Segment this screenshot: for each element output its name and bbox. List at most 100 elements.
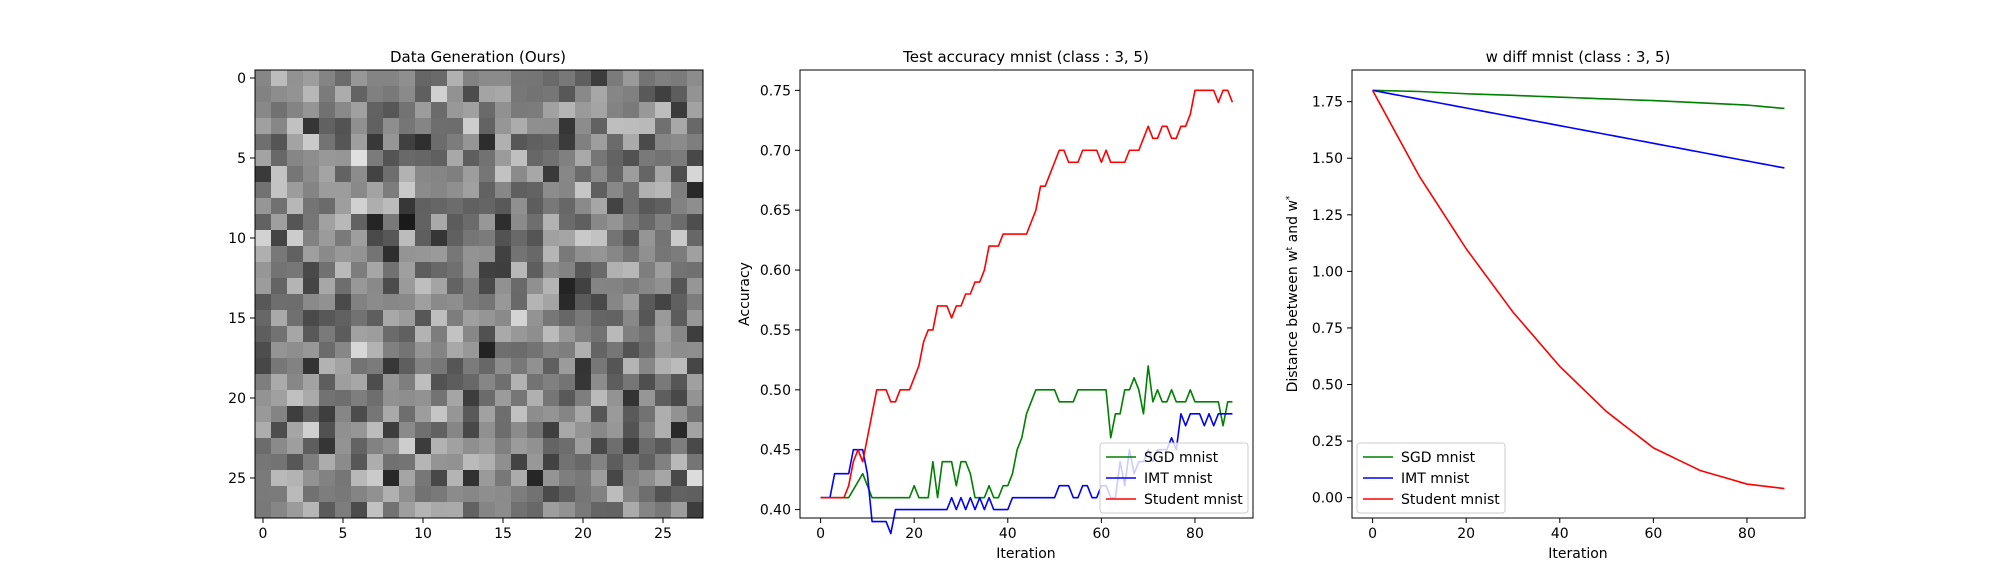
heatmap-cell [479, 454, 496, 471]
heatmap-cell [303, 262, 320, 279]
heatmap-cell [687, 342, 704, 359]
heatmap-cell [671, 326, 688, 343]
heatmap-cell [687, 166, 704, 183]
heatmap-cell [383, 198, 400, 215]
heatmap-cell [495, 150, 512, 167]
heatmap-cell [495, 486, 512, 503]
wdiff-title: w diff mnist (class : 3, 5) [1486, 48, 1671, 66]
heatmap-cell [511, 454, 528, 471]
heatmap-cell [319, 230, 336, 247]
heatmap-cell [495, 358, 512, 375]
heatmap-cell [319, 246, 336, 263]
heatmap-cell [431, 182, 448, 199]
heatmap-cell [495, 294, 512, 311]
heatmap-cell [335, 310, 352, 327]
heatmap-cell [271, 422, 288, 439]
heatmap-cell [463, 278, 480, 295]
heatmap-cell [671, 342, 688, 359]
heatmap-cell [351, 390, 368, 407]
heatmap-cell [639, 198, 656, 215]
heatmap-cell [623, 438, 640, 455]
heatmap-cell [303, 454, 320, 471]
heatmap-cell [639, 166, 656, 183]
heatmap-cell [591, 470, 608, 487]
heatmap-cell [255, 390, 272, 407]
heatmap-cell [447, 358, 464, 375]
heatmap-cell [527, 166, 544, 183]
heatmap-cell [287, 86, 304, 103]
heatmap-cell [527, 150, 544, 167]
heatmap-cell [255, 262, 272, 279]
heatmap-cell [255, 150, 272, 167]
heatmap-cell [271, 182, 288, 199]
heatmap-cell [671, 70, 688, 87]
heatmap-cell [575, 214, 592, 231]
accuracy-xtick-label: 20 [905, 526, 923, 542]
heatmap-cell [495, 278, 512, 295]
heatmap-cell [367, 374, 384, 391]
wdiff-ytick-label: 1.75 [1312, 95, 1343, 111]
accuracy-ytick-label: 0.70 [760, 143, 791, 159]
heatmap-cell [607, 326, 624, 343]
heatmap-cell [639, 278, 656, 295]
heatmap-cell [607, 246, 624, 263]
heatmap-cell [431, 390, 448, 407]
heatmap-cell [463, 166, 480, 183]
heatmap-cell [655, 166, 672, 183]
heatmap-cell [687, 246, 704, 263]
accuracy-xtick-label: 60 [1092, 526, 1110, 542]
heatmap-cell [319, 310, 336, 327]
heatmap-cell [255, 310, 272, 327]
heatmap-cell [255, 182, 272, 199]
heatmap-cell [607, 134, 624, 151]
heatmap-cell [559, 150, 576, 167]
heatmap-cell [607, 310, 624, 327]
heatmap-cell [543, 342, 560, 359]
heatmap-cell [383, 134, 400, 151]
heatmap-cell [415, 230, 432, 247]
heatmap-cell [271, 406, 288, 423]
heatmap-cell [591, 390, 608, 407]
heatmap-cell [495, 326, 512, 343]
heatmap-cell [335, 86, 352, 103]
heatmap-cell [511, 230, 528, 247]
heatmap-cell [431, 326, 448, 343]
heatmap-cell [255, 374, 272, 391]
heatmap-cell [591, 166, 608, 183]
heatmap-cell [383, 374, 400, 391]
heatmap-cell [623, 278, 640, 295]
heatmap-cell [687, 470, 704, 487]
heatmap-cell [511, 166, 528, 183]
heatmap-cell [623, 358, 640, 375]
heatmap-cell [367, 358, 384, 375]
heatmap-cell [367, 342, 384, 359]
heatmap-cell [687, 358, 704, 375]
heatmap-cell [671, 278, 688, 295]
heatmap-cell [319, 454, 336, 471]
heatmap-cell [383, 406, 400, 423]
heatmap-cell [335, 326, 352, 343]
heatmap-cell [351, 118, 368, 135]
heatmap-cell [399, 358, 416, 375]
heatmap-cell [319, 262, 336, 279]
heatmap-cell [655, 198, 672, 215]
heatmap-cell [431, 502, 448, 519]
heatmap-cell [543, 390, 560, 407]
heatmap-cell [655, 374, 672, 391]
heatmap-cell [335, 278, 352, 295]
heatmap-cell [271, 326, 288, 343]
heatmap-ytick-label: 5 [237, 151, 246, 167]
heatmap-cell [607, 390, 624, 407]
wdiff-ytick-label: 0.50 [1312, 378, 1343, 394]
heatmap-cell [671, 150, 688, 167]
heatmap-cell [431, 358, 448, 375]
heatmap-cell [591, 406, 608, 423]
heatmap-cell [367, 422, 384, 439]
heatmap-cell [383, 182, 400, 199]
heatmap-cell [639, 502, 656, 519]
heatmap-cell [559, 70, 576, 87]
heatmap-cell [671, 502, 688, 519]
heatmap-cell [495, 470, 512, 487]
heatmap-cell [319, 422, 336, 439]
heatmap-cell [463, 310, 480, 327]
